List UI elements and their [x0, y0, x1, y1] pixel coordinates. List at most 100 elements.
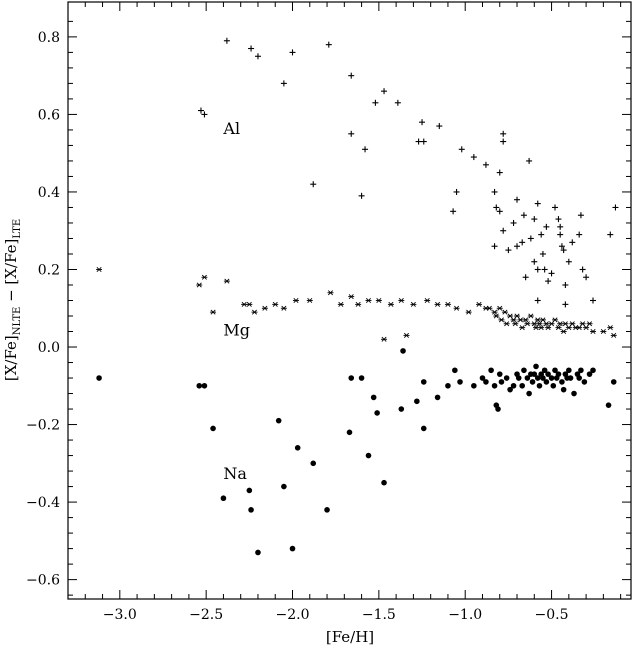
data-point — [531, 371, 538, 377]
data-point — [519, 239, 526, 246]
marker-stroke — [555, 325, 561, 331]
data-point — [201, 382, 208, 389]
data-point — [348, 130, 355, 137]
y-tick-label: −0.2 — [26, 418, 60, 434]
data-point — [512, 321, 519, 327]
marker-stroke — [486, 305, 492, 311]
data-point — [567, 375, 574, 381]
data-point — [555, 371, 562, 377]
marker-stroke — [307, 297, 313, 304]
data-point — [498, 379, 505, 385]
data-point — [514, 243, 521, 250]
data-point — [486, 305, 493, 311]
marker-stroke — [569, 321, 575, 327]
data-point — [348, 72, 355, 79]
data-point — [280, 80, 287, 87]
data-point — [196, 282, 203, 288]
marker-stroke — [224, 278, 230, 284]
data-point — [362, 146, 369, 153]
data-point — [491, 382, 498, 389]
data-point — [579, 321, 586, 327]
data-point — [410, 301, 417, 307]
x-tick-labels: −3.0 −2.5 −2.0 −1.5 −1.0 −0.5 — [103, 607, 569, 623]
marker-stroke — [523, 317, 529, 323]
data-point — [450, 208, 457, 215]
data-point — [534, 375, 541, 381]
data-point — [272, 301, 279, 307]
data-point — [324, 507, 330, 513]
data-point — [543, 223, 550, 230]
data-point — [507, 313, 514, 319]
data-point — [210, 425, 216, 432]
data-point — [526, 390, 532, 397]
data-point — [538, 325, 545, 331]
marker-stroke — [497, 305, 503, 311]
annotation-label: Mg — [223, 320, 250, 339]
data-point — [375, 297, 382, 304]
data-point — [527, 313, 534, 319]
marker-stroke — [327, 290, 334, 296]
data-point — [310, 460, 317, 467]
data-point — [348, 294, 355, 300]
data-point — [420, 138, 427, 145]
y-axis-title: [X/Fe]NLTE − [X/Fe]LTE — [2, 219, 23, 381]
data-point — [529, 379, 536, 385]
marker-stroke — [246, 301, 252, 307]
marker-stroke — [348, 294, 354, 300]
marker-stroke — [355, 301, 361, 307]
marker-stroke — [543, 321, 549, 327]
data-point — [248, 507, 254, 513]
data-point — [201, 111, 208, 118]
data-point — [576, 375, 582, 381]
data-point — [581, 379, 588, 385]
marker-stroke — [424, 297, 430, 304]
data-point — [500, 130, 507, 137]
y-tick-label: −0.6 — [26, 573, 60, 589]
data-point — [436, 123, 443, 130]
marker-stroke — [445, 301, 451, 307]
data-point — [496, 305, 503, 311]
data-point — [612, 204, 619, 211]
data-point — [583, 274, 590, 281]
data-point — [579, 266, 586, 273]
y-tick-label: 0.0 — [38, 340, 60, 356]
data-point — [550, 382, 557, 389]
marker-stroke — [365, 297, 372, 304]
data-point — [201, 274, 208, 280]
data-point — [496, 169, 503, 176]
data-point — [555, 216, 562, 223]
x-tick-label: −3.0 — [103, 607, 137, 623]
data-point — [415, 138, 422, 145]
data-point — [538, 231, 545, 238]
marker-stroke — [293, 297, 299, 304]
data-point — [403, 332, 410, 338]
data-point — [289, 545, 296, 552]
data-points — [96, 37, 619, 556]
data-point — [571, 390, 577, 397]
data-point — [453, 188, 460, 195]
marker-stroke — [504, 321, 510, 327]
data-point — [452, 367, 458, 374]
data-point — [548, 270, 555, 277]
data-point — [424, 297, 431, 304]
data-point — [541, 367, 548, 374]
data-point — [358, 192, 365, 199]
data-point — [294, 445, 301, 451]
data-point — [458, 146, 465, 153]
marker-stroke — [381, 336, 387, 342]
data-point — [96, 375, 102, 381]
marker-stroke — [519, 325, 525, 331]
data-point — [524, 321, 531, 327]
data-point — [569, 239, 576, 246]
data-point — [562, 321, 569, 327]
data-point — [488, 367, 494, 374]
data-point — [552, 317, 559, 323]
data-point — [519, 382, 525, 389]
data-point — [515, 375, 522, 381]
data-point — [539, 250, 546, 257]
marker-stroke — [535, 317, 541, 323]
data-point — [220, 495, 227, 502]
marker-stroke — [454, 305, 460, 311]
data-point — [560, 328, 567, 335]
